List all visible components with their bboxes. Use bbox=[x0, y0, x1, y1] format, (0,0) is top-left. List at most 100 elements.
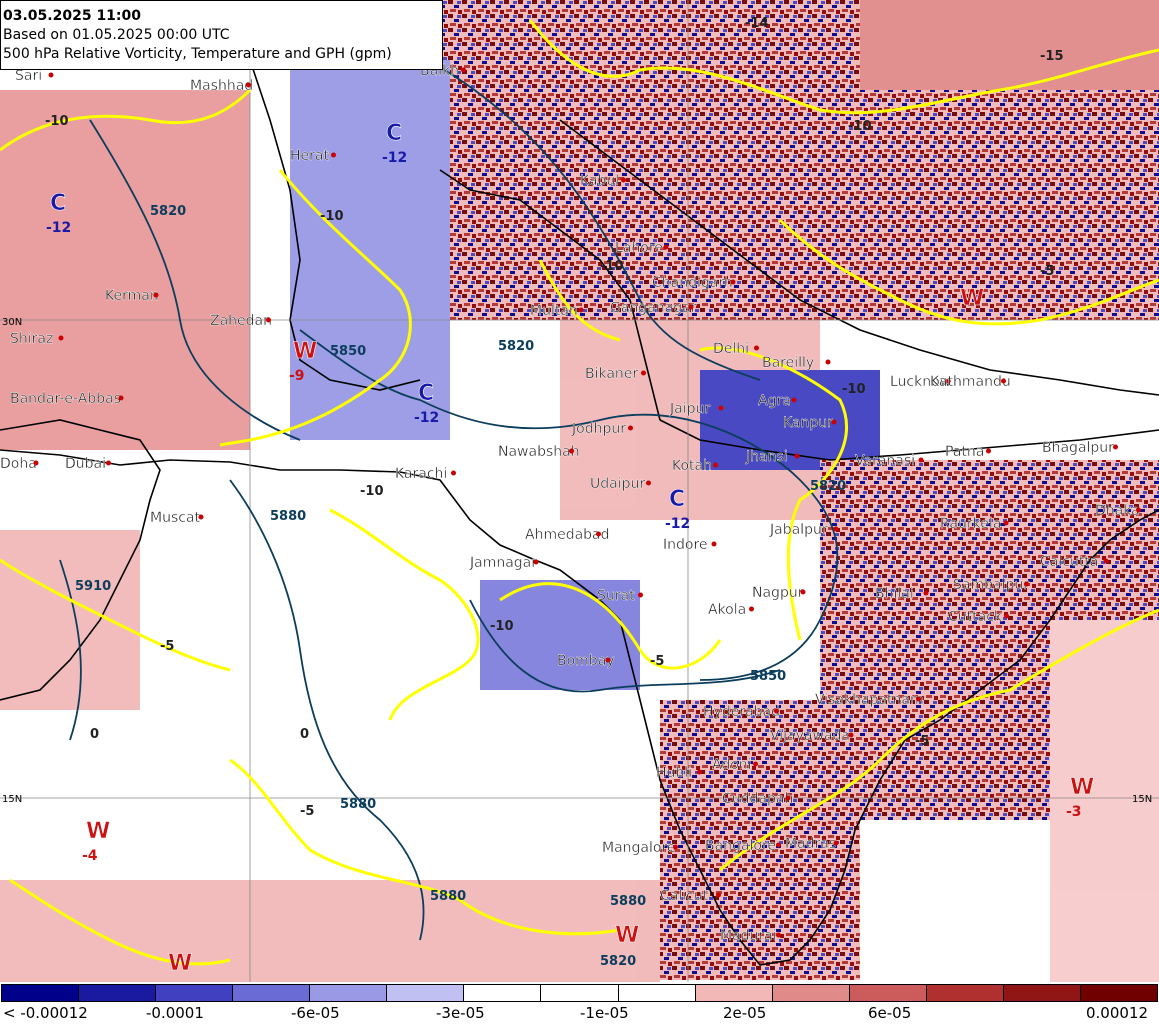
city-dot bbox=[596, 531, 601, 537]
isotherm-label: -5 bbox=[300, 804, 314, 819]
city-dot bbox=[569, 448, 574, 454]
city-dot bbox=[791, 397, 797, 403]
city-label: Visakhapatnam bbox=[815, 692, 924, 708]
city-markers: SariMashhadBalkhHeratKermanZahedanShiraz… bbox=[0, 63, 1141, 944]
city-dot bbox=[794, 453, 800, 459]
city-label: Jabalpur bbox=[769, 522, 828, 538]
city-dot bbox=[749, 606, 754, 612]
city-dot bbox=[923, 590, 929, 596]
city-dot bbox=[833, 840, 839, 846]
isotherm-label: -10 bbox=[848, 119, 872, 134]
city-label: Lucknow bbox=[890, 374, 951, 390]
gph-contour-label: 5880 bbox=[610, 894, 646, 909]
city-dot bbox=[331, 152, 336, 158]
city-dot bbox=[776, 842, 781, 848]
country-borders bbox=[0, 0, 1159, 966]
city-label: Nagpur bbox=[752, 585, 804, 601]
gph-contour-label: 5850 bbox=[330, 344, 366, 359]
city-dot bbox=[800, 589, 806, 595]
city-label: Patna bbox=[945, 444, 984, 460]
city-label: Muscat bbox=[150, 510, 201, 526]
city-dot bbox=[533, 559, 539, 565]
city-label: Adoni bbox=[712, 757, 752, 773]
city-dot bbox=[638, 592, 643, 598]
pressure-value: -4 bbox=[82, 848, 98, 864]
pressure-value: -3 bbox=[1066, 804, 1082, 820]
colorbar-swatch bbox=[926, 985, 1004, 1001]
city-dot bbox=[916, 696, 921, 702]
city-dot bbox=[33, 460, 39, 466]
city-dot bbox=[663, 244, 669, 250]
city-label: Calicut bbox=[660, 888, 709, 904]
gph-contour-label: 5820 bbox=[150, 204, 186, 219]
vorticity-field bbox=[0, 0, 1159, 982]
pressure-letter: W bbox=[615, 923, 639, 948]
pressure-value: -9 bbox=[289, 368, 305, 384]
colorbar-label: -3e-05 bbox=[436, 1004, 485, 1022]
pressure-value: -12 bbox=[665, 516, 690, 532]
colorbar-label: 0.00012 bbox=[1086, 1004, 1149, 1022]
city-label: Hyderabad bbox=[703, 704, 780, 720]
city-dot bbox=[776, 932, 781, 938]
city-label: Varanasi bbox=[855, 453, 915, 469]
colorbar-swatch bbox=[618, 985, 696, 1001]
pressure-letter: W bbox=[168, 951, 192, 976]
city-label: Cuddapah bbox=[722, 791, 793, 807]
city-label: Akola bbox=[708, 602, 746, 618]
city-label: Lahore bbox=[615, 240, 663, 256]
city-label: Raurkela bbox=[940, 516, 1001, 532]
city-dot bbox=[754, 345, 759, 351]
colorbar-swatches bbox=[1, 984, 1158, 1002]
valid-time: 03.05.2025 11:00 bbox=[3, 8, 142, 24]
city-label: Jaipur bbox=[669, 401, 710, 417]
city-dot bbox=[451, 470, 456, 476]
colorbar-swatch bbox=[310, 985, 388, 1001]
city-dot bbox=[711, 541, 717, 547]
city-dot bbox=[578, 307, 584, 313]
city-dot bbox=[833, 526, 839, 532]
isotherm-label: -10 bbox=[320, 209, 344, 224]
city-dot bbox=[1113, 444, 1118, 450]
colorbar-swatch bbox=[772, 985, 850, 1001]
city-label: Bombay bbox=[557, 653, 615, 669]
city-label: Chandigarh bbox=[652, 275, 733, 291]
city-label: Bikaner bbox=[585, 366, 638, 382]
city-dot bbox=[641, 370, 646, 376]
city-dot bbox=[246, 82, 251, 88]
isotherm-label: 0 bbox=[90, 727, 99, 742]
city-dot bbox=[673, 844, 678, 850]
city-label: Sari bbox=[15, 68, 42, 84]
city-label: Multan bbox=[530, 303, 578, 319]
city-label: Madurai bbox=[720, 928, 777, 944]
latitude-labels: 30N 15N 15N bbox=[2, 317, 1152, 805]
city-dot bbox=[986, 448, 991, 454]
gph-contour-label: 5880 bbox=[430, 889, 466, 904]
city-dot bbox=[774, 708, 779, 714]
pressure-center-markers: C -12 C -12 C -12 C -12 W -9 W -4 W -3 W W W bbox=[46, 121, 1095, 977]
pressure-letter: W bbox=[1070, 775, 1094, 800]
isotherm-label: 0 bbox=[300, 727, 309, 742]
isotherm-label: -5 bbox=[650, 654, 664, 669]
latitude-label: 15N bbox=[1132, 794, 1152, 805]
city-dot bbox=[848, 732, 854, 738]
city-dot bbox=[153, 292, 159, 298]
pressure-letter: C bbox=[50, 191, 66, 216]
city-label: Calcutta bbox=[1040, 554, 1098, 570]
city-label: Jhansi bbox=[745, 449, 788, 465]
city-dot bbox=[461, 67, 466, 73]
colorbar-swatch bbox=[387, 985, 465, 1001]
city-dot bbox=[58, 335, 64, 341]
city-label: Nawabshah bbox=[498, 444, 580, 460]
colorbar-swatch bbox=[2, 985, 80, 1001]
isotherm-label: -15 bbox=[1040, 49, 1064, 64]
city-dot bbox=[621, 177, 626, 183]
city-label: Mashhad bbox=[190, 78, 253, 94]
colorbar-label: 2e-05 bbox=[723, 1004, 767, 1022]
colorbar-swatch bbox=[1003, 985, 1081, 1001]
city-label: Kotah bbox=[672, 458, 712, 474]
city-dot bbox=[1004, 613, 1009, 619]
city-dot bbox=[718, 405, 724, 411]
gph-contour-label: 5820 bbox=[498, 339, 534, 354]
isotherm-label: -10 bbox=[360, 484, 384, 499]
colorbar-swatch bbox=[849, 985, 927, 1001]
